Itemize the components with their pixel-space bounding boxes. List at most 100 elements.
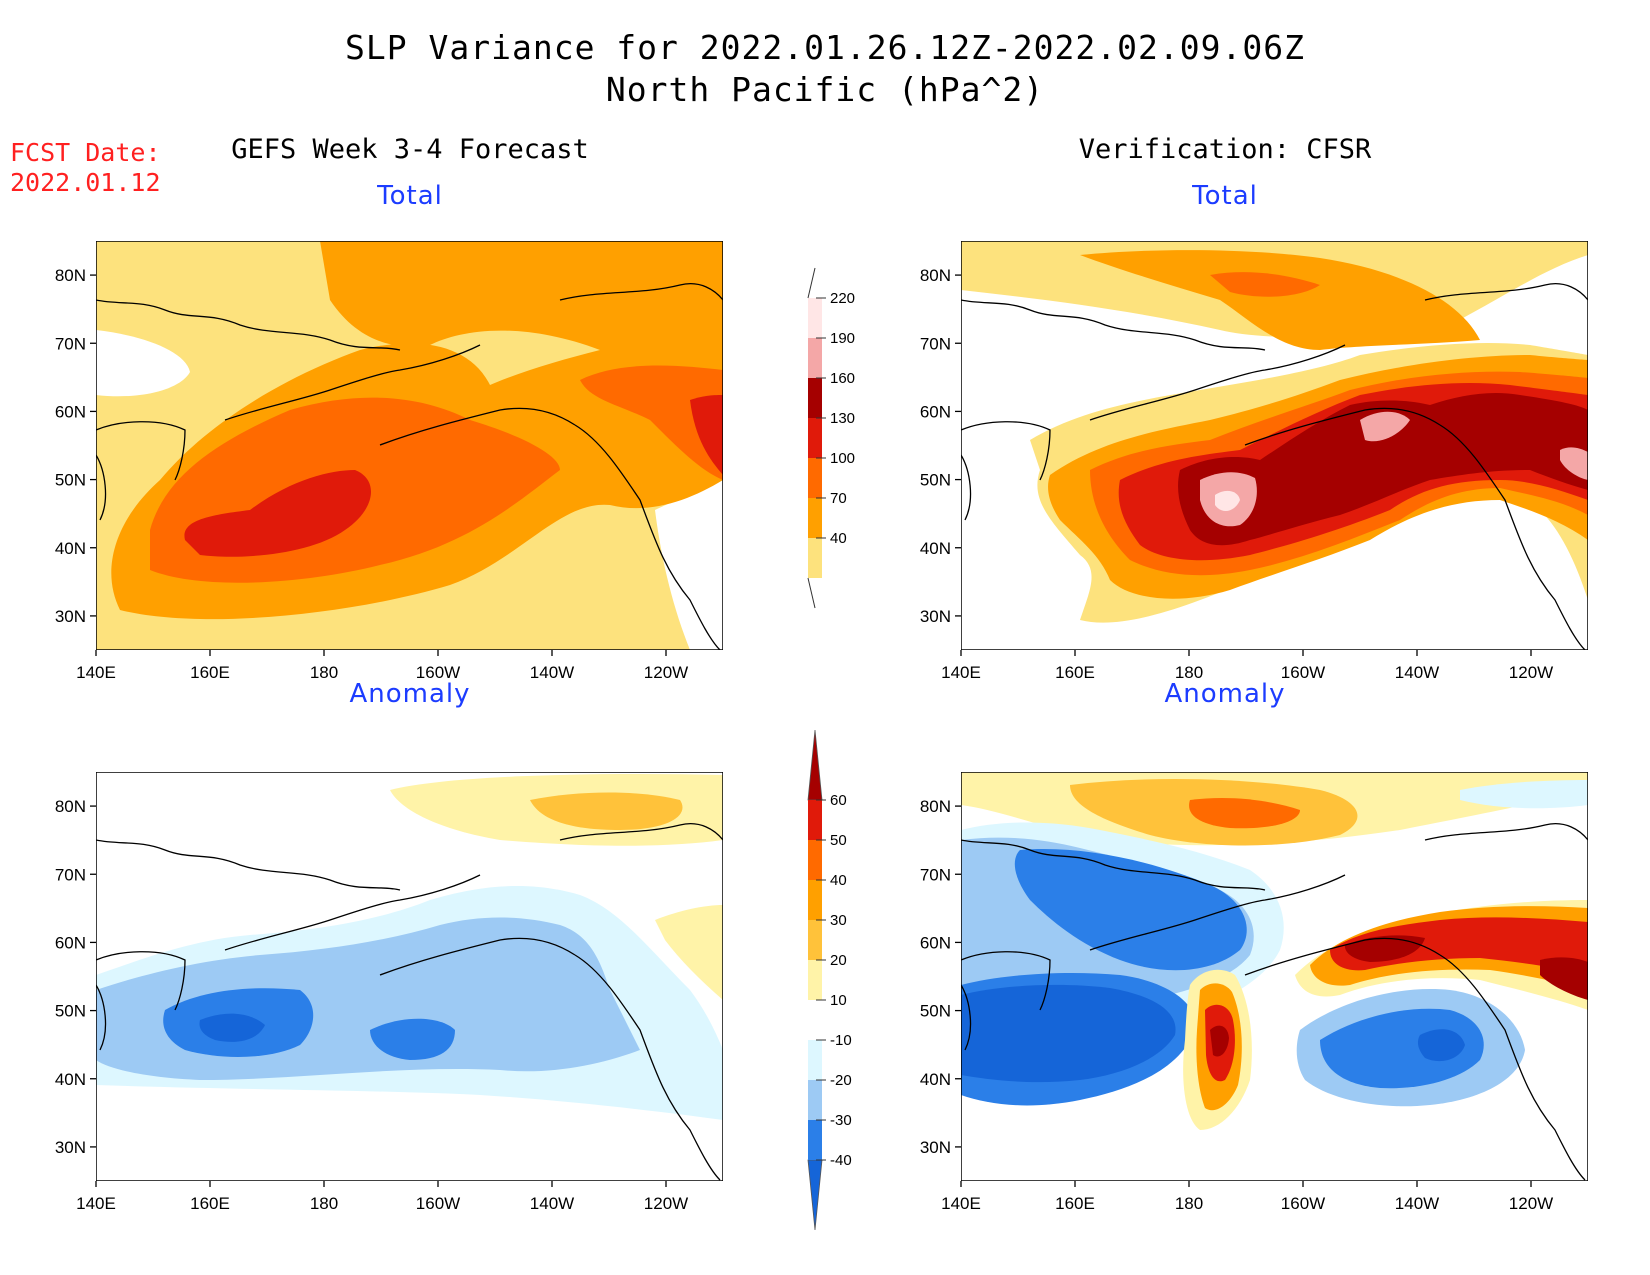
va-ytick-label: 30N <box>920 1138 951 1157</box>
left-column-title: GEFS Week 3-4 Forecast <box>231 134 589 165</box>
ft-fill-130-east <box>690 395 723 475</box>
colorbar-anomaly-level-label: 50 <box>830 832 847 849</box>
fa-fill-m40 <box>199 1013 265 1042</box>
ft-ytick-label: 30N <box>55 607 86 626</box>
vt-ytick-label: 40N <box>920 539 951 558</box>
colorbar-anomaly-swatch <box>808 920 822 960</box>
vt-fill-220 <box>1215 490 1240 512</box>
forecast-date-label: FCST Date: <box>10 138 161 167</box>
colorbar-anomaly-swatch <box>808 800 822 840</box>
forecast-date-value: 2022.01.12 <box>10 168 161 197</box>
va-fill-m30-east <box>1320 1008 1484 1089</box>
fa-xtick-label: 180 <box>310 1194 338 1213</box>
vt-fill-100-north <box>1210 272 1320 297</box>
ft-xtick-label: 160E <box>190 663 230 682</box>
forecast-total-title: Total <box>377 181 443 211</box>
fa-xtick-label: 160E <box>190 1194 230 1213</box>
vt-xtick-label: 140E <box>941 663 981 682</box>
ft-ytick-label: 70N <box>55 334 86 353</box>
vt-xtick-label: 160W <box>1281 663 1325 682</box>
fa-ytick-label: 30N <box>55 1138 86 1157</box>
va-ytick-label: 60N <box>920 933 951 952</box>
fa-ytick-label: 80N <box>55 797 86 816</box>
fa-xtick-label: 140E <box>76 1194 116 1213</box>
verification-total-title: Total <box>1192 181 1258 211</box>
colorbar-total-swatch <box>808 498 822 538</box>
colorbar-anomaly-swatch <box>808 960 822 1000</box>
vt-fill-70-north <box>1080 250 1480 350</box>
colorbar-total-swatch <box>808 418 822 458</box>
forecast-anomaly-panel <box>96 772 723 1181</box>
ft-xtick-label: 180 <box>310 663 338 682</box>
axes-layer: 140E 160E 180 160W 140W 120W 80N 70N 60N 50N 40N 30… <box>55 266 1553 1213</box>
vt-fill-190-b <box>1360 411 1410 442</box>
ft-fill-100-east <box>580 365 723 480</box>
vt-fill-190-c <box>1560 447 1588 480</box>
colorbar-anomaly-level-label: 30 <box>830 912 847 929</box>
va-ytick-label: 70N <box>920 865 951 884</box>
colorbar-anomaly-swatch <box>808 1040 822 1080</box>
colorbar-anomaly-level-label: 10 <box>830 992 847 1009</box>
fa-xtick-label: 120W <box>644 1194 688 1213</box>
ft-fill-lt40-west <box>96 330 190 397</box>
fa-ytick-label: 40N <box>55 1070 86 1089</box>
va-xtick-label: 180 <box>1175 1194 1203 1213</box>
vt-coastlines <box>961 283 1588 650</box>
fa-xtick-label: 160W <box>416 1194 460 1213</box>
colorbar-anomaly-level-label: 60 <box>830 792 847 809</box>
colorbar-anomaly-level-label: -10 <box>830 1032 852 1049</box>
va-fill-p60-e <box>1540 957 1588 1000</box>
va-fill-p50-ne <box>1330 917 1588 975</box>
fa-fill-p10-east <box>655 905 723 1000</box>
colorbar-total: 40 70 100 130 160 190 220 <box>807 267 855 609</box>
vt-ytick-label: 30N <box>920 607 951 626</box>
va-fill-m30-west <box>1014 849 1247 971</box>
colorbar-total-end-high <box>807 267 816 299</box>
colorbar-total-level-label: 190 <box>830 330 855 347</box>
colorbar-total-end-low <box>807 577 816 609</box>
fa-fill-m30-b <box>370 1018 455 1060</box>
fa-ytick-label: 50N <box>55 1002 86 1021</box>
ft-fill-lt40-east <box>655 480 723 650</box>
colorbar-total-swatch <box>808 338 822 378</box>
vt-xtick-label: 160E <box>1055 663 1095 682</box>
vt-xtick-label: 180 <box>1175 663 1203 682</box>
vt-fill-160 <box>1178 393 1588 546</box>
va-ytick-label: 40N <box>920 1070 951 1089</box>
va-fill-m40-east <box>1417 1029 1465 1062</box>
forecast-anomaly-title: Anomaly <box>349 679 471 709</box>
fa-ytick-label: 70N <box>55 865 86 884</box>
vt-xtick-label: 140W <box>1395 663 1439 682</box>
va-xtick-label: 120W <box>1509 1194 1553 1213</box>
forecast-total-panel <box>96 241 723 650</box>
va-fill-p40-north <box>1189 798 1300 829</box>
colorbar-total-level-label: 160 <box>830 370 855 387</box>
colorbar-anomaly-arrow-low <box>807 1159 823 1231</box>
verification-total-panel <box>961 241 1588 650</box>
ft-ytick-label: 80N <box>55 266 86 285</box>
right-column-title: Verification: CFSR <box>1078 134 1372 165</box>
colorbar-anomaly-level-label: 40 <box>830 872 847 889</box>
figure-title-line1: SLP Variance for 2022.01.26.12Z-2022.02.… <box>345 28 1305 67</box>
colorbar-total-swatch <box>808 458 822 498</box>
colorbar-anomaly-level-label: -20 <box>830 1072 852 1089</box>
ft-xtick-label: 160W <box>416 663 460 682</box>
colorbar-total-swatch <box>808 378 822 418</box>
colorbar-anomaly-level-label: 20 <box>830 952 847 969</box>
forecast-date: FCST Date: 2022.01.12 <box>10 138 161 198</box>
colorbar-anomaly: -40 -30 -20 -10 10 20 30 40 50 60 <box>807 729 852 1231</box>
ft-coastlines <box>96 283 723 650</box>
ft-ytick-label: 60N <box>55 402 86 421</box>
va-fill-p60-ne <box>1344 935 1425 962</box>
ft-xtick-label: 120W <box>644 663 688 682</box>
colorbar-total-level-label: 220 <box>830 290 855 307</box>
colorbar-total-level-label: 100 <box>830 450 855 467</box>
colorbar-total-level-label: 40 <box>830 530 847 547</box>
ft-ytick-label: 40N <box>55 539 86 558</box>
colorbar-total-level-label: 70 <box>830 490 847 507</box>
va-xtick-label: 160W <box>1281 1194 1325 1213</box>
ft-xtick-label: 140E <box>76 663 116 682</box>
colorbar-anomaly-swatch <box>808 840 822 880</box>
fa-coastlines <box>96 823 723 1181</box>
